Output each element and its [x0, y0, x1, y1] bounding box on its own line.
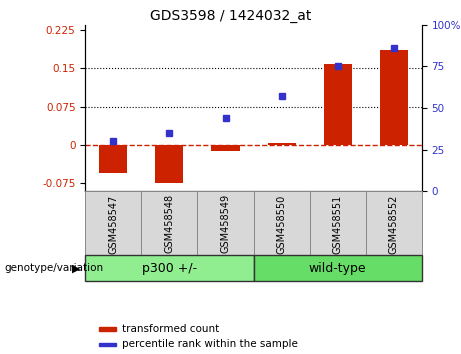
Text: GDS3598 / 1424032_at: GDS3598 / 1424032_at: [150, 9, 311, 23]
Bar: [212, 145, 240, 151]
Text: GSM458552: GSM458552: [389, 194, 399, 254]
Bar: [324, 64, 352, 145]
Bar: [254, 191, 310, 255]
Bar: [310, 191, 366, 255]
Text: GSM458551: GSM458551: [333, 194, 343, 253]
Bar: [366, 191, 422, 255]
Text: wild-type: wild-type: [309, 262, 366, 275]
Bar: [99, 145, 127, 173]
Bar: [197, 191, 254, 255]
Text: GSM458549: GSM458549: [220, 194, 230, 253]
Bar: [85, 255, 254, 281]
Bar: [254, 255, 422, 281]
Bar: [142, 191, 197, 255]
Text: transformed count: transformed count: [122, 324, 219, 334]
Text: GSM458550: GSM458550: [277, 194, 287, 253]
Bar: [155, 145, 183, 183]
Bar: [267, 143, 296, 145]
Text: GSM458547: GSM458547: [108, 194, 118, 253]
Text: p300 +/-: p300 +/-: [142, 262, 197, 275]
Text: genotype/variation: genotype/variation: [5, 263, 104, 273]
Bar: [85, 191, 142, 255]
Text: ▶: ▶: [72, 263, 81, 273]
Text: percentile rank within the sample: percentile rank within the sample: [122, 339, 298, 349]
Bar: [99, 327, 116, 331]
Text: GSM458548: GSM458548: [165, 194, 174, 253]
Bar: [380, 50, 408, 145]
Bar: [99, 343, 116, 346]
